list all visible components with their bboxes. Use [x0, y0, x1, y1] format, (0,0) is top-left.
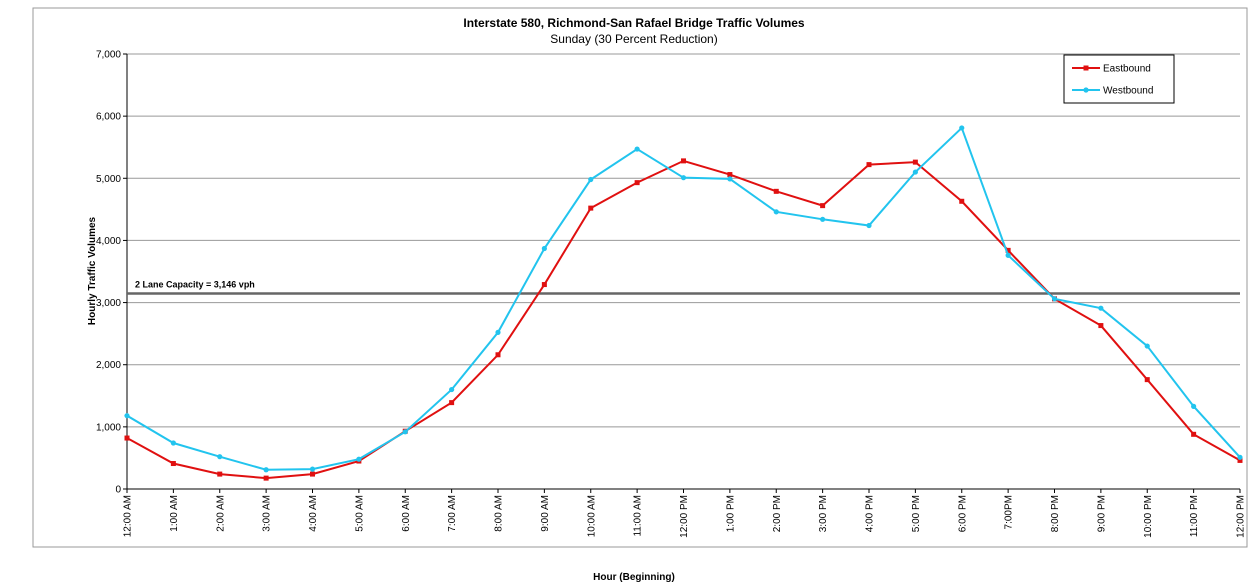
- data-point: [634, 180, 640, 186]
- legend-marker: [1083, 65, 1089, 71]
- x-tick-label: 12:00 AM: [123, 495, 134, 537]
- x-tick-label: 9:00 PM: [1096, 495, 1107, 532]
- y-tick-label: 5,000: [96, 174, 121, 185]
- data-point: [959, 198, 965, 204]
- legend-label: Eastbound: [1103, 64, 1151, 75]
- data-point: [356, 456, 362, 462]
- x-tick-label: 10:00 PM: [1143, 495, 1154, 538]
- x-tick-label: 8:00 AM: [494, 495, 505, 532]
- data-point: [1005, 247, 1011, 253]
- x-tick-label: 10:00 AM: [586, 495, 597, 537]
- data-point: [309, 466, 316, 472]
- x-tick-label: 2:00 AM: [215, 495, 226, 532]
- data-point: [588, 205, 594, 211]
- data-point: [402, 429, 408, 435]
- data-point: [866, 222, 872, 229]
- data-point: [263, 467, 269, 473]
- data-point: [1237, 454, 1243, 460]
- data-point: [773, 188, 779, 194]
- x-tick-label: 4:00 AM: [308, 495, 319, 532]
- y-tick-label: 3,000: [96, 298, 121, 309]
- data-point: [912, 169, 918, 175]
- data-point: [124, 435, 130, 441]
- x-tick-label: 7:00PM: [1004, 495, 1015, 529]
- data-point: [820, 216, 826, 222]
- chart-subtitle: Sunday (30 Percent Reduction): [550, 32, 717, 46]
- chart-border: [32, 7, 1248, 548]
- data-point: [1051, 296, 1058, 302]
- data-point: [1191, 431, 1197, 437]
- x-axis-label: Hour (Beginning): [593, 572, 675, 583]
- x-tick-label: 6:00 PM: [957, 495, 968, 532]
- x-tick-label: 5:00 AM: [354, 495, 365, 532]
- y-tick-label: 1,000: [96, 422, 121, 433]
- data-point: [124, 413, 130, 419]
- x-tick-label: 12:00 PM: [679, 495, 690, 538]
- x-tick-label: 9:00 AM: [540, 495, 551, 532]
- data-point: [912, 159, 918, 165]
- y-tick-label: 7,000: [96, 50, 121, 61]
- y-tick-label: 0: [115, 485, 121, 496]
- data-point: [170, 461, 176, 467]
- data-point: [1144, 377, 1150, 383]
- x-tick-label: 8:00 PM: [1050, 495, 1061, 532]
- x-tick-label: 3:00 PM: [818, 495, 829, 532]
- data-point: [1191, 403, 1197, 409]
- data-point: [217, 454, 223, 460]
- data-point: [588, 176, 594, 183]
- data-point: [634, 146, 640, 152]
- reference-label: 2 Lane Capacity = 3,146 vph: [135, 279, 255, 289]
- data-point: [959, 125, 965, 131]
- data-point: [495, 352, 501, 358]
- data-point: [1098, 305, 1104, 311]
- x-tick-label: 3:00 AM: [262, 495, 273, 532]
- data-point: [263, 475, 269, 481]
- data-point: [217, 471, 223, 477]
- data-point: [1005, 252, 1011, 258]
- data-point: [1237, 457, 1243, 463]
- data-point: [1098, 323, 1104, 329]
- x-tick-label: 5:00 PM: [911, 495, 922, 532]
- x-tick-label: 6:00 AM: [401, 495, 412, 532]
- data-point: [820, 203, 826, 209]
- data-point: [727, 176, 733, 182]
- data-point: [866, 162, 872, 168]
- data-point: [681, 158, 686, 164]
- data-point: [449, 400, 455, 406]
- data-point: [170, 440, 176, 446]
- data-point: [310, 471, 315, 477]
- x-tick-label: 1:00 AM: [169, 495, 180, 532]
- series-line: [126, 159, 1241, 480]
- data-point: [495, 329, 501, 335]
- data-point: [1144, 343, 1150, 349]
- y-tick-label: 6,000: [96, 112, 121, 123]
- data-point: [680, 175, 687, 181]
- y-tick-label: 2,000: [96, 360, 121, 371]
- data-point: [727, 172, 733, 178]
- data-point: [449, 386, 455, 393]
- y-axis-label: Hourly Traffic Volumes: [87, 216, 98, 325]
- x-tick-label: 11:00 PM: [1189, 495, 1200, 537]
- x-tick-label: 7:00 AM: [447, 495, 458, 532]
- x-tick-label: 1:00 PM: [725, 495, 736, 532]
- x-tick-label: 2:00 PM: [772, 495, 783, 532]
- data-point: [541, 282, 547, 288]
- legend-box: [1063, 54, 1175, 104]
- y-tick-label: 4,000: [96, 236, 121, 247]
- x-tick-label: 11:00 AM: [633, 495, 644, 537]
- legend-label: Westbound: [1103, 86, 1153, 97]
- x-tick-label: 4:00 PM: [865, 495, 876, 532]
- data-point: [773, 209, 779, 215]
- chart-title: Interstate 580, Richmond-San Rafael Brid…: [463, 16, 805, 30]
- legend-marker: [1083, 87, 1089, 93]
- data-point: [541, 245, 547, 252]
- x-tick-label: 12:00 PM: [1236, 495, 1247, 538]
